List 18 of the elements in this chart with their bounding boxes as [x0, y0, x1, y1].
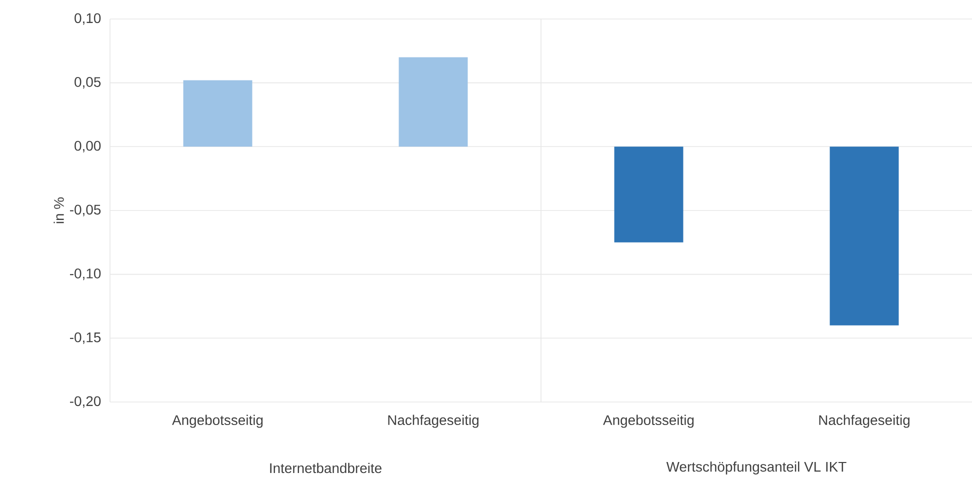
bar — [183, 80, 252, 147]
bar — [614, 146, 684, 242]
text: Internetbandbreite — [270, 462, 382, 474]
x-tick-label: Nachfageseitig — [388, 414, 478, 428]
y-tick-label: -0,20 — [70, 396, 101, 408]
y-tick-label: 0,00 — [74, 140, 101, 152]
y-axis-title: in % — [54, 197, 64, 224]
x-tick-label: Angebotsseitig — [172, 414, 263, 428]
y-tick-label: -0,15 — [70, 332, 101, 344]
y-tick-label: -0,10 — [70, 268, 101, 280]
x-tick-label: Angebotsseitig — [603, 414, 694, 428]
y-tick-label: 0,10 — [74, 13, 101, 25]
bar — [398, 57, 468, 147]
x-tick-label: Nachfageseitig — [819, 414, 910, 428]
y-tick-label: 0,05 — [74, 77, 101, 89]
text: Wertschöpfungsanteil VL IKT — [666, 461, 846, 474]
bar — [830, 146, 899, 326]
y-tick-label: -0,05 — [70, 204, 101, 216]
